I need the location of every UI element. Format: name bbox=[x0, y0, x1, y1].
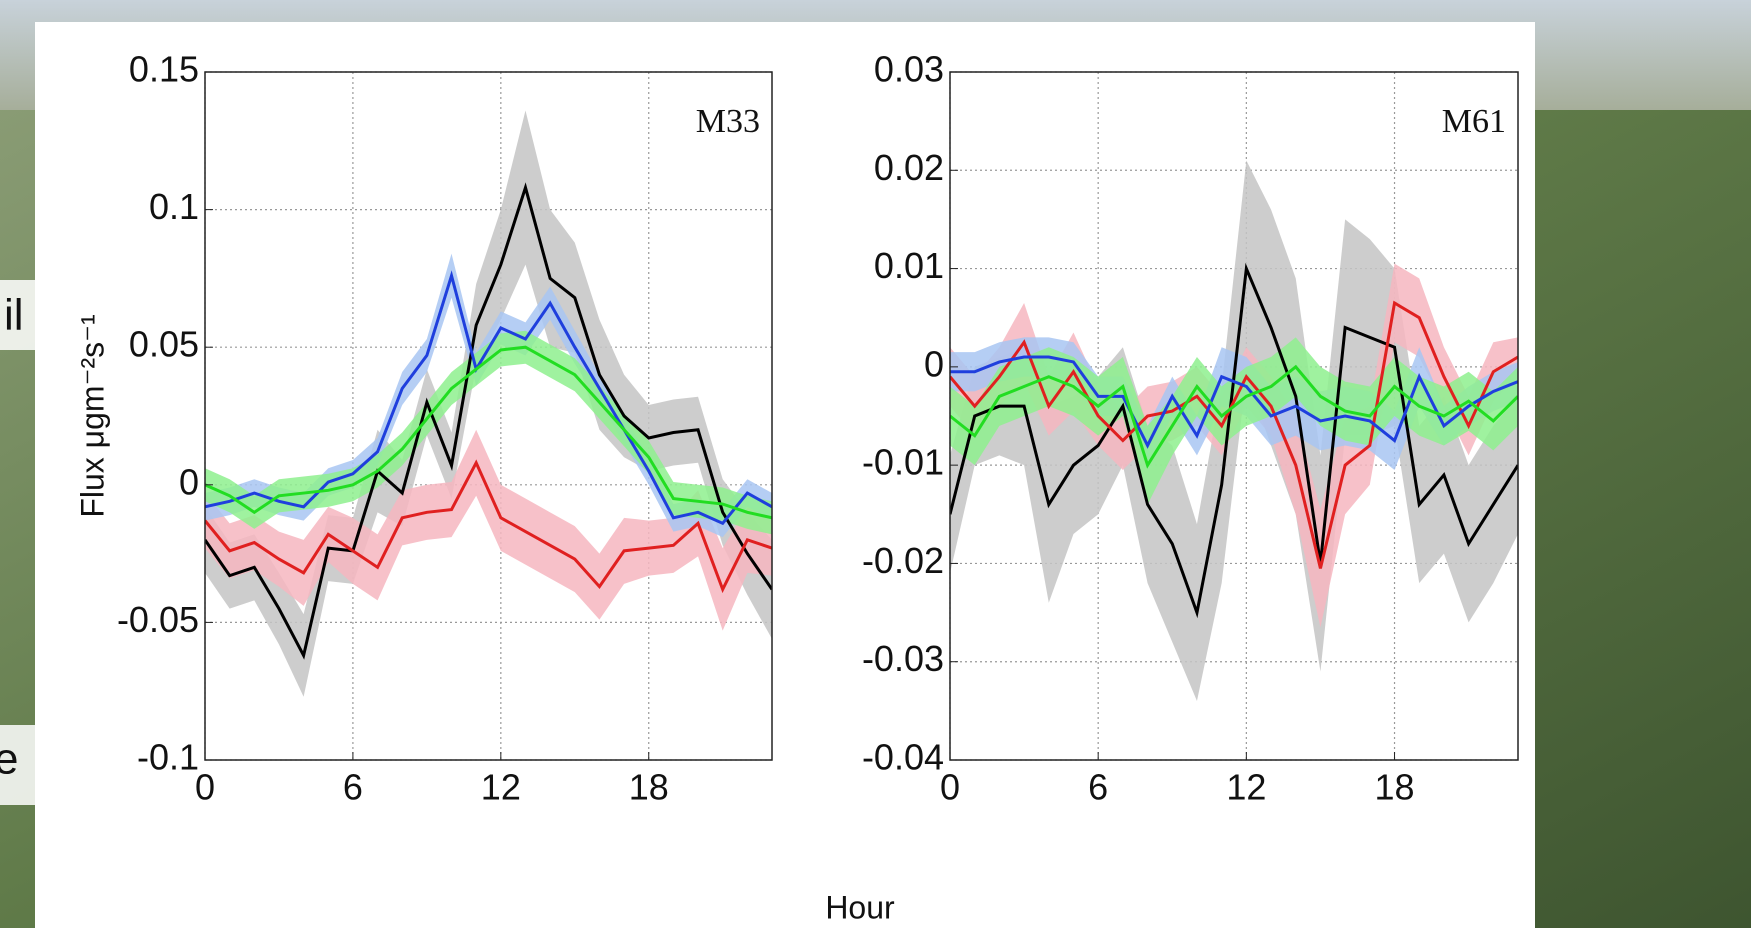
y-tick-label: 0 bbox=[179, 461, 199, 502]
series-line bbox=[950, 364, 1518, 469]
error-band bbox=[205, 429, 772, 631]
slide-text-fragment: e bbox=[0, 735, 18, 784]
panel-label: M33 bbox=[696, 103, 760, 140]
series-line bbox=[950, 262, 1518, 619]
slide-text-bg bbox=[0, 725, 35, 805]
y-tick-label: 0.01 bbox=[874, 245, 944, 286]
series-group bbox=[205, 110, 772, 697]
y-tick-label: -0.04 bbox=[862, 737, 944, 778]
y-tick-label: 0 bbox=[924, 343, 944, 384]
y-tick-label: 0.02 bbox=[874, 147, 944, 188]
series-line bbox=[205, 345, 772, 520]
axes-frame bbox=[949, 71, 1519, 761]
y-tick-label: -0.02 bbox=[862, 540, 944, 581]
series-group bbox=[950, 160, 1518, 702]
y-tick-label: -0.05 bbox=[117, 599, 199, 640]
y-axis-label: Flux μgm⁻²s⁻¹ bbox=[74, 314, 110, 517]
y-tick-label: 0.15 bbox=[129, 49, 199, 90]
x-tick-label: 18 bbox=[1374, 767, 1414, 808]
series-line bbox=[950, 355, 1518, 449]
x-axis-label: Hour bbox=[825, 889, 895, 925]
series-line bbox=[205, 270, 772, 526]
axes-frame bbox=[204, 71, 773, 761]
x-tick-label: 12 bbox=[481, 767, 521, 808]
series-line bbox=[950, 300, 1518, 569]
error-band bbox=[950, 337, 1518, 505]
error-band bbox=[205, 253, 772, 538]
y-tick-label: -0.03 bbox=[862, 638, 944, 679]
x-tick-label: 0 bbox=[940, 767, 960, 808]
slide-text-fragment: il bbox=[4, 291, 24, 340]
x-tick-label: 0 bbox=[195, 767, 215, 808]
x-tick-label: 6 bbox=[343, 767, 363, 808]
x-tick-label: 18 bbox=[629, 767, 669, 808]
y-tick-label: -0.1 bbox=[137, 737, 199, 778]
y-tick-label: 0.05 bbox=[129, 324, 199, 365]
y-tick-label: -0.01 bbox=[862, 442, 944, 483]
series-line bbox=[205, 182, 772, 660]
y-tick-label: 0.1 bbox=[149, 186, 199, 227]
x-tick-label: 12 bbox=[1226, 767, 1266, 808]
slide-text-bg bbox=[0, 280, 35, 350]
error-band bbox=[205, 330, 772, 535]
x-tick-label: 6 bbox=[1088, 767, 1108, 808]
panel-label: M61 bbox=[1442, 103, 1506, 140]
y-tick-label: 0.03 bbox=[874, 49, 944, 90]
plots: 0 6 12 18 -0.1 -0.05 0 0.05 0.1 0.15 M33 Flux μgm⁻²… bbox=[74, 49, 1519, 925]
series-line bbox=[205, 459, 772, 594]
